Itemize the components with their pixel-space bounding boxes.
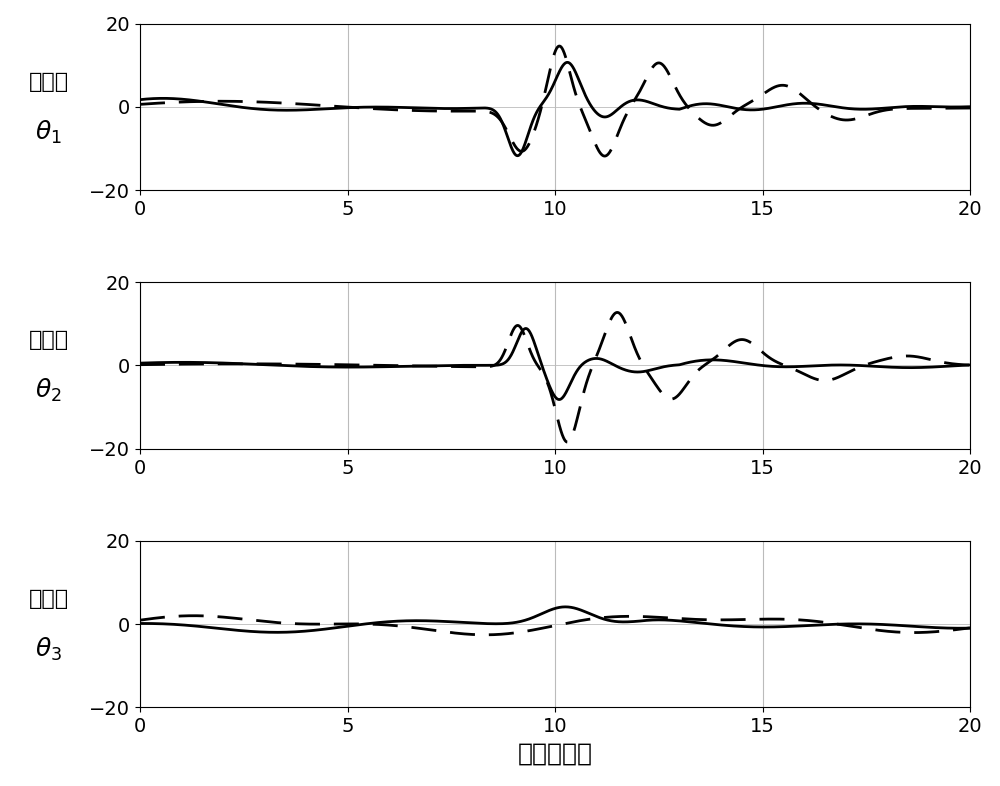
Text: （度）: （度）: [29, 72, 69, 92]
Text: $\theta_1$: $\theta_1$: [35, 119, 62, 145]
Text: $\theta_3$: $\theta_3$: [35, 635, 62, 663]
Text: $\theta_2$: $\theta_2$: [35, 377, 62, 404]
X-axis label: 时间（秒）: 时间（秒）: [518, 742, 592, 766]
Text: （度）: （度）: [29, 589, 69, 609]
Text: （度）: （度）: [29, 330, 69, 351]
